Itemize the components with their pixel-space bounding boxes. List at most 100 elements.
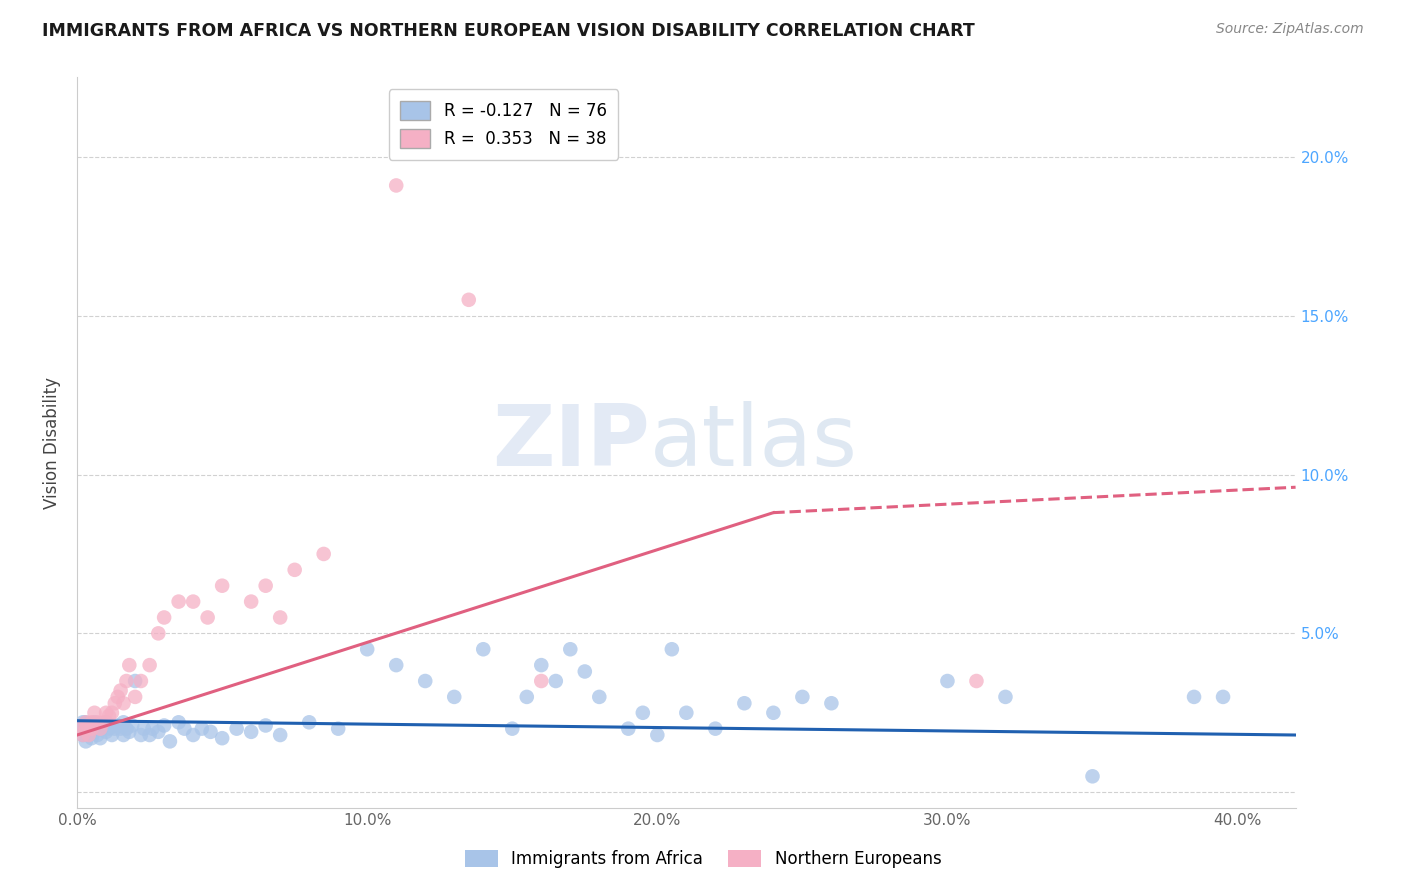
Point [83, 724, 105, 739]
Point [129, 728, 152, 742]
Point [91, 715, 114, 730]
Point [820, 696, 842, 710]
Point [298, 715, 321, 730]
Point [132, 722, 155, 736]
Point [530, 673, 553, 688]
Point [118, 658, 141, 673]
Point [72, 715, 94, 730]
Point [631, 706, 654, 720]
Point [516, 690, 538, 704]
Point [83, 706, 105, 720]
Point [211, 579, 233, 593]
Point [284, 563, 307, 577]
Point [94, 724, 117, 739]
Point [72, 728, 94, 742]
Text: ZIP: ZIP [492, 401, 650, 484]
Point [98, 709, 121, 723]
Text: atlas: atlas [650, 401, 858, 484]
Point [141, 722, 163, 736]
Point [80, 715, 103, 730]
Point [69, 722, 91, 736]
Point [77, 728, 100, 742]
Point [148, 724, 170, 739]
Y-axis label: Vision Disability: Vision Disability [44, 376, 60, 508]
Point [413, 673, 436, 688]
Point [129, 673, 152, 688]
Point [112, 728, 135, 742]
Point [574, 665, 596, 679]
Point [112, 715, 135, 730]
Point [762, 706, 785, 720]
Point [118, 724, 141, 739]
Point [75, 715, 97, 730]
Text: Source: ZipAtlas.com: Source: ZipAtlas.com [1216, 22, 1364, 37]
Point [733, 696, 755, 710]
Point [94, 715, 117, 730]
Point [443, 690, 465, 704]
Point [101, 706, 124, 720]
Point [69, 722, 91, 736]
Point [173, 722, 195, 736]
Point [792, 690, 814, 704]
Point [86, 715, 108, 730]
Point [148, 626, 170, 640]
Point [110, 722, 132, 736]
Point [530, 658, 553, 673]
Point [153, 610, 176, 624]
Point [965, 673, 987, 688]
Point [112, 696, 135, 710]
Point [647, 728, 669, 742]
Point [312, 547, 335, 561]
Point [617, 722, 640, 736]
Point [80, 722, 103, 736]
Point [269, 610, 291, 624]
Point [240, 724, 263, 739]
Point [472, 642, 495, 657]
Point [80, 731, 103, 746]
Point [385, 178, 408, 193]
Point [181, 728, 204, 742]
Legend: Immigrants from Africa, Northern Europeans: Immigrants from Africa, Northern Europea… [458, 843, 948, 875]
Point [211, 731, 233, 746]
Point [994, 690, 1017, 704]
Point [104, 722, 127, 736]
Point [240, 594, 263, 608]
Point [675, 706, 697, 720]
Point [1212, 690, 1234, 704]
Point [457, 293, 479, 307]
Point [1081, 769, 1104, 783]
Point [588, 690, 610, 704]
Point [544, 673, 567, 688]
Point [86, 722, 108, 736]
Point [124, 690, 146, 704]
Point [385, 658, 408, 673]
Point [560, 642, 582, 657]
Point [89, 731, 111, 746]
Point [101, 728, 124, 742]
Point [269, 728, 291, 742]
Point [83, 715, 105, 730]
Point [115, 673, 138, 688]
Point [94, 706, 117, 720]
Point [1182, 690, 1205, 704]
Point [98, 722, 121, 736]
Point [704, 722, 727, 736]
Point [121, 718, 143, 732]
Point [80, 718, 103, 732]
Point [167, 715, 190, 730]
Point [200, 724, 222, 739]
Point [75, 722, 97, 736]
Point [153, 718, 176, 732]
Point [107, 690, 129, 704]
Point [661, 642, 683, 657]
Point [138, 728, 160, 742]
Point [115, 722, 138, 736]
Point [254, 718, 277, 732]
Point [356, 642, 378, 657]
Point [89, 718, 111, 732]
Point [110, 683, 132, 698]
Point [101, 718, 124, 732]
Point [77, 728, 100, 742]
Point [191, 722, 214, 736]
Text: IMMIGRANTS FROM AFRICA VS NORTHERN EUROPEAN VISION DISABILITY CORRELATION CHART: IMMIGRANTS FROM AFRICA VS NORTHERN EUROP… [42, 22, 974, 40]
